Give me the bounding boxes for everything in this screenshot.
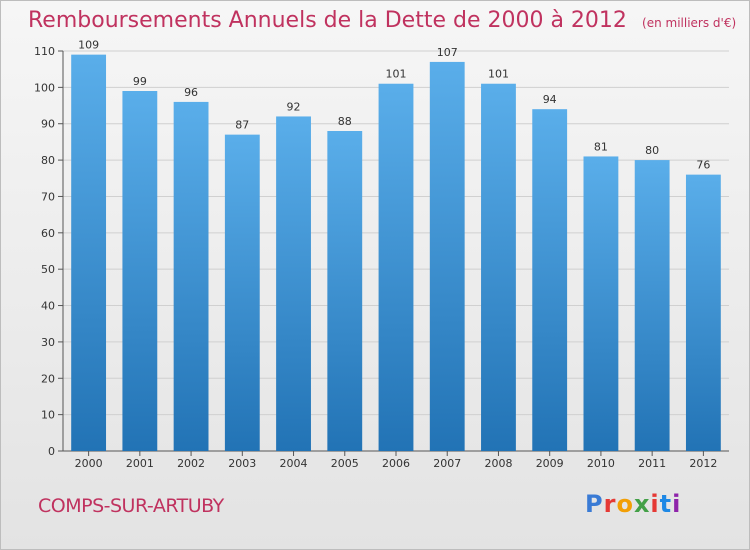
bar-2012 [685,174,721,452]
y-tick-label: 100 [34,81,55,94]
logo-letter: x [633,490,651,518]
logo-letter: o [616,490,634,518]
x-tick-label: 2003 [228,457,256,470]
y-tick-label: 60 [41,227,55,240]
x-tick-label: 2004 [280,457,308,470]
y-tick-label: 90 [41,118,55,131]
bar-2009 [532,109,568,451]
data-label: 101 [386,68,407,81]
y-tick-label: 80 [41,154,55,167]
bar-2006 [378,83,414,452]
bars [71,54,721,452]
x-tick-label: 2009 [536,457,564,470]
logo-letter: r [603,490,617,518]
y-tick-label: 110 [34,45,55,58]
y-tick-label: 70 [41,190,55,203]
x-tick-label: 2001 [126,457,154,470]
bar-2004 [276,116,311,452]
x-tick-label: 2012 [689,457,717,470]
data-label: 76 [696,159,710,172]
x-tick-label: 2011 [638,457,666,470]
data-label: 107 [437,46,458,59]
data-label: 99 [133,75,147,88]
data-labels: 109 99 96 87 92 88 101 107 101 94 81 80 76 [78,39,710,172]
chart-title: Remboursements Annuels de la Dette de 20… [28,8,627,33]
proxiti-logo: Proxiti [585,490,681,518]
data-label: 81 [594,140,608,153]
x-tick-label: 2008 [484,457,512,470]
title-row: Remboursements Annuels de la Dette de 20… [28,8,736,33]
bar-2005 [327,131,363,451]
y-tick-label: 40 [41,300,55,313]
bar-2003 [224,134,260,452]
y-tick-label: 30 [41,336,55,349]
data-label: 92 [287,100,301,113]
logo-letter: i [672,490,682,518]
y-tick-label: 0 [48,445,55,458]
data-label: 109 [78,39,99,52]
logo-letter: i [650,490,660,518]
bar-2008 [481,83,516,452]
data-label: 94 [543,93,557,106]
x-tick-label: 2010 [587,457,615,470]
bar-2010 [583,156,619,452]
bar-2001 [122,91,158,451]
data-label: 87 [235,119,249,132]
data-label: 101 [488,68,509,81]
bar-2000 [71,54,107,452]
x-tick-label: 2005 [331,457,359,470]
x-tick-label: 2007 [433,457,461,470]
y-tick-label: 50 [41,263,55,276]
data-label: 80 [645,144,659,157]
chart-unit: (en milliers d'€) [642,16,737,30]
x-tick-label: 2000 [75,457,103,470]
y-tick-label: 10 [41,409,55,422]
bar-2002 [173,101,209,451]
axes: 0 10 20 30 40 50 60 70 80 90 100 110 2000 2001 2002 200… [34,45,729,470]
x-tick-label: 2002 [177,457,205,470]
data-label: 88 [338,115,352,128]
commune-name: COMPS-SUR-ARTUBY [38,495,224,517]
bar-2007 [429,61,465,452]
bar-2011 [634,160,670,451]
logo-letter: t [659,490,673,518]
logo-letter: P [585,490,604,518]
data-label: 96 [184,86,198,99]
x-tick-label: 2006 [382,457,410,470]
y-tick-label: 20 [41,372,55,385]
